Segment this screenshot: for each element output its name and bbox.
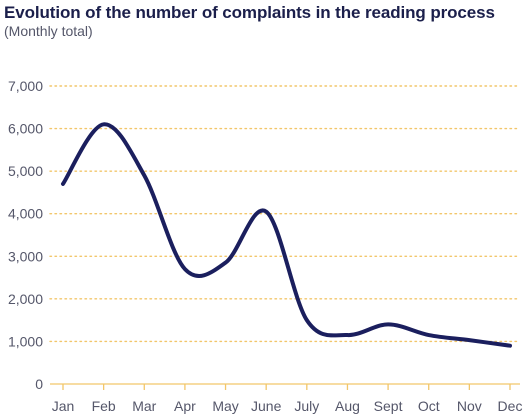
x-tick-label: Aug [335,398,360,414]
x-tick-label: Sept [374,398,403,414]
data-point-oct [427,333,431,337]
x-axis [50,383,520,390]
x-tick-label: Feb [92,398,116,414]
x-tick-label: Apr [174,398,196,414]
y-tick-label: 3,000 [8,248,43,264]
x-tick-label: June [251,398,282,414]
x-tick-label: Nov [457,398,482,414]
data-point-sept [386,322,390,326]
data-point-apr [183,267,187,271]
x-tick-label: Oct [418,398,440,414]
data-point-may [224,261,228,265]
series-line-0 [61,122,512,348]
y-tick-label: 1,000 [8,333,43,349]
y-tick-label: 4,000 [8,206,43,222]
series-layer [61,122,512,348]
data-point-dec [508,344,512,348]
chart-subtitle: (Monthly total) [4,23,93,39]
data-point-nov [467,338,471,342]
y-tick-label: 6,000 [8,121,43,137]
gridlines [49,85,521,343]
data-point-mar [142,173,146,177]
y-tick-label: 2,000 [8,291,43,307]
y-tick-label: 0 [35,376,43,392]
x-axis-tick-labels: Jan Feb Mar Apr May June July Aug Sept Oct Nov Dec [52,398,523,414]
y-tick-label: 7,000 [8,78,43,94]
data-point-jan [61,182,65,186]
y-axis-tick-labels: 0 1,000 2,000 3,000 4,000 5,000 6,000 7,000 [8,78,43,392]
data-point-july [305,318,309,322]
data-point-june [264,210,268,214]
x-tick-label: Dec [498,398,523,414]
x-tick-label: July [294,398,319,414]
x-tick-label: May [212,398,238,414]
x-tick-label: Mar [132,398,156,414]
x-tick-label: Jan [52,398,75,414]
chart-title: Evolution of the number of complaints in… [4,3,495,22]
data-point-feb [102,122,106,126]
data-point-aug [345,333,349,337]
y-tick-label: 5,000 [8,163,43,179]
